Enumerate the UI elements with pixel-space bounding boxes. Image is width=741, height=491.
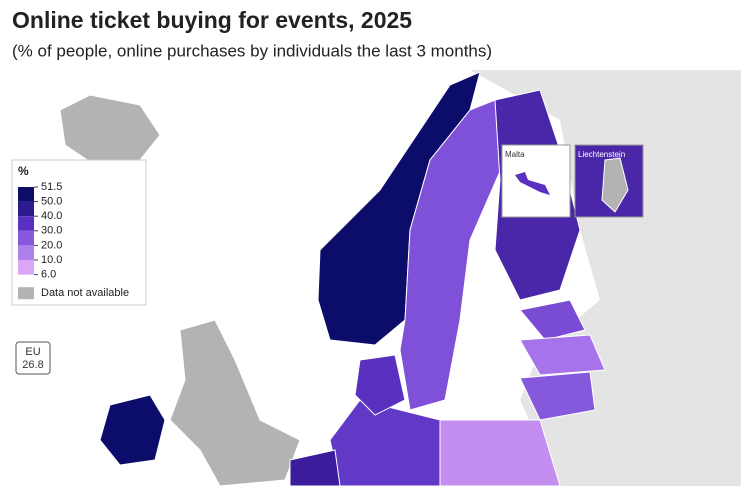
malta-shape [515, 172, 550, 195]
iceland [59, 94, 161, 166]
united-kingdom [169, 319, 301, 487]
legend-label: 40.0 [41, 210, 62, 222]
inset-label: Liechtenstein [578, 150, 625, 159]
eu-label: EU [25, 346, 40, 358]
eu-value: 26.8 [22, 359, 43, 371]
legend: 51.5 50.0 40.0 30.0 20.0 10.0 6.0 Data not avai… [18, 181, 129, 300]
legend-swatch [18, 216, 34, 231]
inset-label: Malta [505, 150, 525, 159]
legend-title: % [18, 164, 29, 178]
sweden [399, 99, 506, 411]
legend-label-na: Data not available [41, 287, 129, 299]
subtitle: (% of people, online purchases by indivi… [12, 41, 492, 60]
liechtenstein-shape [601, 157, 629, 213]
legend-swatch [18, 201, 34, 217]
latvia [519, 334, 606, 376]
lithuania [519, 371, 596, 421]
estonia [519, 299, 586, 341]
denmark [354, 354, 406, 416]
legend-swatch [18, 260, 34, 275]
legend-label: 50.0 [41, 196, 62, 208]
legend-swatch [18, 245, 34, 260]
legend-swatch-na [18, 287, 34, 300]
inset-malta [501, 144, 571, 218]
legend-swatch [18, 187, 34, 202]
legend-label: 30.0 [41, 225, 62, 237]
legend-label: 51.5 [41, 181, 62, 193]
ireland [99, 394, 166, 466]
legend-swatch [18, 230, 34, 246]
legend-box [11, 159, 147, 306]
title: Online ticket buying for events, 2025 [12, 7, 412, 33]
legend-label: 20.0 [41, 239, 62, 251]
legend-label: 10.0 [41, 254, 62, 266]
eu-box [15, 341, 51, 375]
poland [439, 419, 561, 487]
legend-label: 6.0 [41, 269, 56, 281]
